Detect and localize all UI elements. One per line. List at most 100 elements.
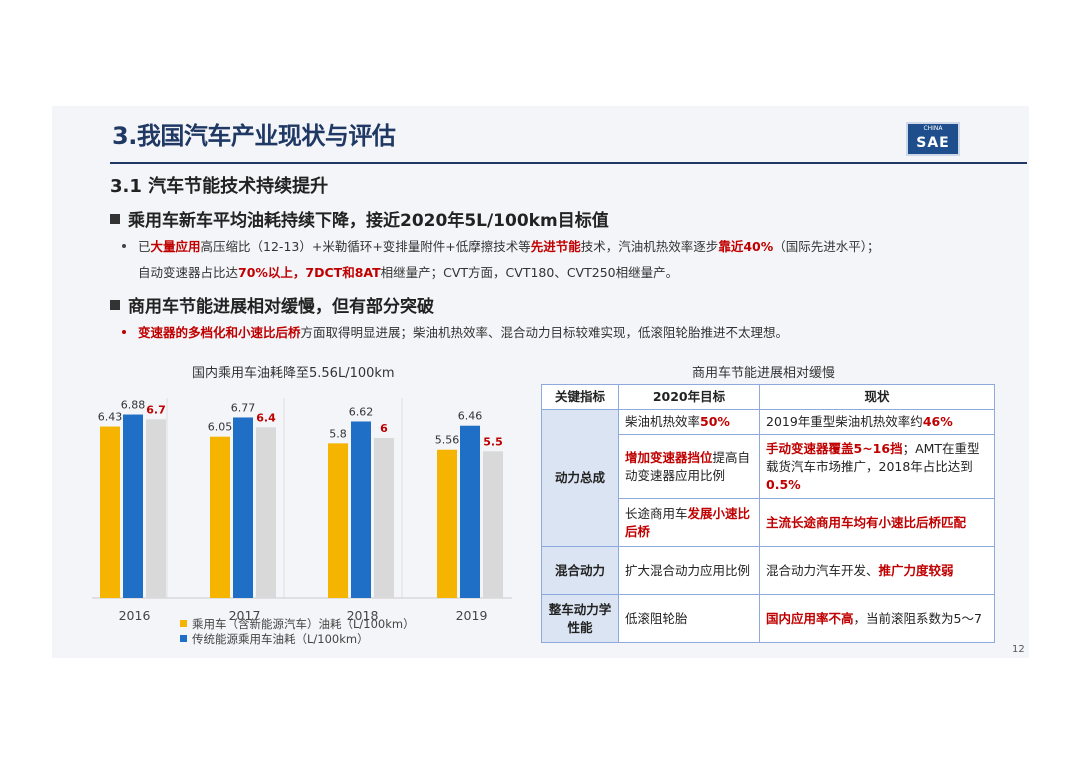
bar [123, 414, 143, 598]
highlight-text: 推广力度较弱 [878, 562, 954, 578]
bullet1-heading-text: 乘用车新车平均油耗持续下降，接近2020年5L/100km目标值 [128, 211, 609, 231]
highlight-text: 增加变速器挡位 [625, 449, 713, 465]
commercial-vehicle-table: 关键指标 2020年目标 现状 动力总成 柴油机热效率50% 2019年重型柴油机热… [541, 384, 995, 643]
data-label: 6.77 [231, 401, 256, 414]
table-status-cell: 2019年重型柴油机热效率约46% [759, 409, 995, 435]
highlight-text: 大量应用 [150, 239, 201, 254]
data-label: 6.46 [458, 410, 483, 423]
body-text: 混合动力汽车开发、 [766, 562, 879, 578]
bullet2-heading: 商用车节能进展相对缓慢，但有部分突破 [110, 292, 434, 317]
body-text: ；AMT在重型载货汽车市场推广，2018年占比达到 [766, 440, 980, 474]
bullet2-line1-text: 变速器的多档化和小速比后桥方面取得明显进展；柴油机热效率、混合动力目标较难实现，… [138, 325, 788, 340]
body-text: 技术，汽油机热效率逐步 [580, 239, 719, 254]
table-key-cell: 混合动力 [541, 546, 619, 595]
highlight-text: 靠近40% [718, 239, 774, 254]
body-text: （国际先进水平）； [773, 239, 880, 254]
body-text: 低滚阻轮胎 [625, 610, 688, 626]
bullet2-heading-text: 商用车节能进展相对缓慢，但有部分突破 [128, 297, 434, 317]
table-row: 整车动力学性能 低滚阻轮胎 国内应用率不高，当前滚阻系数为5～7 [541, 594, 995, 643]
table-key-cell: 整车动力学性能 [541, 594, 619, 643]
table-target-cell: 低滚阻轮胎 [618, 594, 760, 643]
bullet1-line2: 自动变速器占比达70%以上，7DCT和8AT相继量产；CVT方面，CVT180、… [138, 262, 678, 284]
body-text: 方面取得明显进展；柴油机热效率、混合动力目标较难实现，低滚阻轮胎推进不太理想。 [300, 325, 789, 340]
bar [146, 419, 166, 598]
table-header-cell: 现状 [759, 384, 995, 410]
legend-label: 乘用车（含新能源汽车）油耗（L/100km） [192, 617, 415, 631]
table-status-cell: 手动变速器覆盖5~16挡；AMT在重型载货汽车市场推广，2018年占比达到 0.5… [759, 434, 995, 499]
body-text: 提高自动变速器应用比例 [625, 449, 751, 483]
x-tick-label: 2016 [119, 608, 151, 623]
table-key-cell: 动力总成 [541, 409, 619, 547]
highlight-text: 发展小速比后桥 [625, 505, 751, 539]
section-subtitle: 3.1 汽车节能技术持续提升 [110, 176, 329, 197]
highlight-text: 50% [700, 414, 730, 429]
highlight-text: 先进节能 [530, 239, 581, 254]
bullet1-heading: 乘用车新车平均油耗持续下降，接近2020年5L/100km目标值 [110, 206, 609, 231]
table-row: 混合动力 扩大混合动力应用比例 混合动力汽车开发、推广力度较弱 [541, 546, 995, 595]
highlight-text: 变速器的多档化和小速比后桥 [138, 325, 301, 340]
bar [328, 443, 348, 598]
data-label: 6 [380, 422, 388, 435]
data-label: 6.62 [349, 405, 374, 418]
bar [351, 421, 371, 598]
bar [256, 427, 276, 598]
title-divider [110, 162, 1027, 164]
highlight-text: 国内应用率不高 [766, 610, 854, 626]
bar [437, 449, 457, 598]
body-text: ，当前滚阻系数为5～7 [853, 610, 982, 626]
bar-chart: 6.436.88 6.7 2016 6.05 6.776.4 2017 5.86.62 6 20… [92, 398, 512, 646]
body-text: 已 [138, 239, 151, 254]
highlight-text: 主流长途商用车均有小速比后桥匹配 [766, 514, 967, 530]
body-text: 相继量产；CVT方面，CVT180、CVT250相继量产。 [380, 265, 679, 280]
highlight-text: 46% [922, 414, 953, 429]
square-bullet-icon [110, 300, 120, 310]
table-header-cell: 关键指标 [541, 384, 619, 410]
table-row: 长途商用车发展小速比后桥 主流长途商用车均有小速比后桥匹配 [542, 498, 995, 547]
legend-label: 传统能源乘用车油耗（L/100km） [192, 632, 369, 646]
table-status-cell: 混合动力汽车开发、推广力度较弱 [759, 546, 995, 595]
x-tick-label: 2019 [456, 608, 488, 623]
table-target-cell: 长途商用车发展小速比后桥 [618, 498, 760, 547]
table-title: 商用车节能进展相对缓慢 [692, 366, 836, 381]
data-label: 6.7 [146, 403, 166, 416]
bar [483, 451, 503, 598]
data-label: 5.5 [483, 435, 503, 448]
table-target-cell: 增加变速器挡位提高自动变速器应用比例 [618, 434, 760, 499]
bar [460, 425, 480, 598]
square-bullet-icon [110, 214, 120, 224]
table-status-cell: 国内应用率不高，当前滚阻系数为5～7 [759, 594, 995, 643]
body-text: 扩大混合动力应用比例 [625, 562, 751, 578]
table-header-cell: 2020年目标 [618, 384, 760, 410]
x-tick-label: 2017 [229, 608, 261, 623]
highlight-text: 手动变速器覆盖5~16挡 [766, 440, 903, 456]
bullet1-line2-text: 自动变速器占比达70%以上，7DCT和8AT相继量产；CVT方面，CVT180、… [138, 265, 678, 280]
bar [374, 438, 394, 598]
bar [100, 426, 120, 598]
dot-bullet-icon [122, 243, 126, 248]
page-title: 3.我国汽车产业现状与评估 [112, 122, 396, 150]
table-target-cell: 扩大混合动力应用比例 [618, 546, 760, 595]
data-label: 6.4 [256, 411, 276, 424]
data-label: 5.56 [435, 434, 460, 447]
data-label: 6.88 [121, 399, 146, 412]
table-row: 动力总成 柴油机热效率50% 2019年重型柴油机热效率约46% [541, 409, 995, 547]
bullet2-line1: 变速器的多档化和小速比后桥方面取得明显进展；柴油机热效率、混合动力目标较难实现，… [122, 322, 788, 344]
bullet1-line1-text: 已大量应用高压缩比（12-13）+米勒循环+变排量附件+低摩擦技术等先进节能技术… [138, 239, 880, 254]
table-target-cell: 柴油机热效率50% [618, 409, 760, 435]
chart-title: 国内乘用车油耗降至5.56L/100km [192, 366, 395, 381]
legend-swatch [180, 620, 187, 627]
highlight-text: 0.5% [766, 476, 801, 492]
highlight-text: 70%以上，7DCT和8AT [238, 265, 381, 280]
logo-main-text: SAE [916, 135, 950, 151]
bar [233, 417, 253, 598]
dot-bullet-icon [122, 329, 126, 334]
bar [210, 436, 230, 598]
logo-top-text: CHINA [923, 125, 943, 132]
china-sae-logo: CHINA SAE [906, 122, 960, 156]
data-label: 5.8 [329, 427, 347, 440]
table-header-row: 关键指标 2020年目标 现状 [541, 384, 995, 410]
bullet1-line1: 已大量应用高压缩比（12-13）+米勒循环+变排量附件+低摩擦技术等先进节能技术… [122, 236, 880, 258]
body-text: 高压缩比（12-13）+米勒循环+变排量附件+低摩擦技术等 [200, 239, 531, 254]
x-tick-label: 2018 [347, 608, 379, 623]
table-status-cell: 主流长途商用车均有小速比后桥匹配 [759, 498, 995, 547]
